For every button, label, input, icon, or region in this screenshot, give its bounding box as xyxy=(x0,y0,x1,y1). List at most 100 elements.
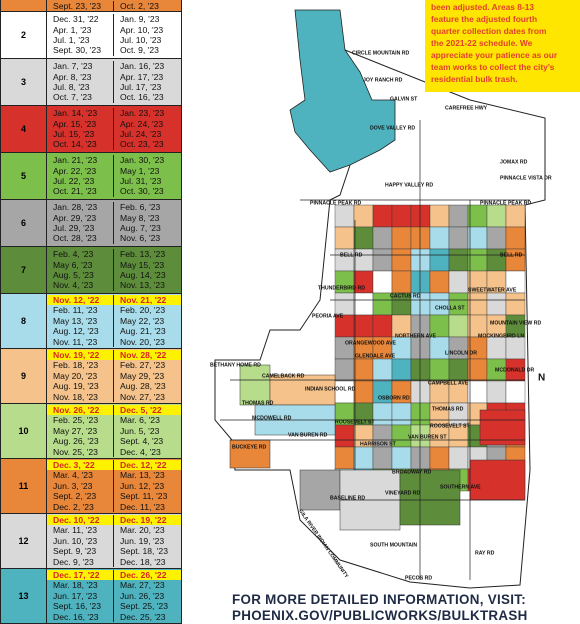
area-block xyxy=(372,270,393,294)
area-block xyxy=(372,226,393,250)
road-label: CAMPBELL AVE xyxy=(428,380,469,386)
road-label: MOCKINGBIRD LN xyxy=(478,333,524,339)
road-label: MCDONALD DR xyxy=(495,367,534,373)
collection-date: May 15, '23 xyxy=(120,259,165,270)
road-label: PINNACLE VISTA DR xyxy=(500,175,552,181)
area-block xyxy=(334,446,355,470)
date-line: Aug. 26, '23 Sept. 4, '23 xyxy=(47,436,181,447)
area-block xyxy=(448,314,469,338)
collection-date: Mar. 13, '23 xyxy=(120,470,165,481)
collection-date: Aug. 26, '23 xyxy=(47,436,114,447)
collection-date: Mar. 4, '23 xyxy=(47,470,114,481)
area-block xyxy=(391,248,412,272)
collection-date: Nov. 4, '23 xyxy=(47,280,114,291)
road-label: ROOSEVELT ST xyxy=(335,419,376,425)
date-line: Jul. 8, '23 Jul. 17, '23 xyxy=(47,82,181,93)
collection-date: Dec. 31, '22 xyxy=(47,14,114,25)
table-row: 7 Feb. 4, '23 Feb. 13, '23 May 6, '23 May 15… xyxy=(0,247,181,294)
road-label: VINEYARD RD xyxy=(385,490,421,496)
date-cell: Dec. 31, '22 Jan. 9, '23 Apr. 1, '23 Apr. 1… xyxy=(47,12,181,58)
collection-date: Oct. 7, '23 xyxy=(47,92,114,103)
area-block xyxy=(486,292,507,316)
road-label: SOUTH MOUNTAIN xyxy=(370,542,417,548)
collection-date: Aug. 21, '23 xyxy=(120,326,166,337)
road-label: CHOLLA ST xyxy=(435,305,465,311)
collection-date: Mar. 6, '23 xyxy=(120,415,160,426)
date-line: Apr. 1, '23 Apr. 10, '23 xyxy=(47,24,181,35)
area-block xyxy=(334,292,355,316)
date-cell: Nov. 26, '22 Dec. 5, '22 Feb. 25, '23 Mar. … xyxy=(47,404,181,458)
road-label: VAN BUREN ST xyxy=(408,434,447,440)
area-block xyxy=(399,469,461,526)
date-line: Aug. 19, '23 Aug. 28, '23 xyxy=(47,381,181,392)
collection-date: Oct. 2, '23 xyxy=(120,0,159,11)
road-label: ORANGEWOOD AVE xyxy=(345,340,397,346)
area-block xyxy=(410,336,431,360)
collection-date: Oct. 9, '23 xyxy=(120,45,159,56)
date-line: Dec. 9, '23 Dec. 18, '23 xyxy=(47,556,181,568)
date-line: Jan. 21, '23 Jan. 30, '23 xyxy=(47,155,181,166)
area-block xyxy=(448,248,469,272)
collection-date: Mar. 27, '23 xyxy=(120,580,165,591)
area-block xyxy=(505,380,526,404)
collection-date: Sept. 25, '23 xyxy=(120,601,168,612)
date-line: Sept. 2, '23 Sept. 11, '23 xyxy=(47,491,181,502)
area-block xyxy=(448,292,469,316)
collection-date: Nov. 12, '22 xyxy=(47,294,114,306)
collection-date: Feb. 20, '23 xyxy=(120,305,166,316)
date-line: Feb. 11, '23 Feb. 20, '23 xyxy=(47,305,181,316)
area-block xyxy=(353,358,374,382)
area-block xyxy=(410,358,431,382)
area-number: 8 xyxy=(0,294,47,348)
collection-date: Aug. 14, '23 xyxy=(120,270,166,280)
area-block xyxy=(410,226,431,250)
area-block xyxy=(353,380,374,404)
road-label: BUCKEYE RD xyxy=(232,444,267,450)
area-block xyxy=(353,292,374,316)
date-line: Dec. 16, '23 Dec. 25, '23 xyxy=(47,611,181,623)
notice-line: been adjusted. Areas 8-13 xyxy=(431,2,535,12)
date-line: Jul. 1, '23 Jul. 10, '23 xyxy=(47,35,181,46)
footer-line: FOR MORE DETAILED INFORMATION, VISIT: xyxy=(232,592,527,607)
table-row: 2 Dec. 31, '22 Jan. 9, '23 Apr. 1, '23 Apr. … xyxy=(0,12,181,59)
collection-date: Dec. 3, '22 xyxy=(47,459,114,471)
collection-date: Apr. 24, '23 xyxy=(120,118,164,129)
collection-date: Nov. 6, '23 xyxy=(120,233,161,244)
collection-date: Nov. 18, '23 xyxy=(47,391,114,403)
road-label: CAREFREE HWY xyxy=(445,105,488,111)
collection-date: Dec. 12, '22 xyxy=(120,459,167,470)
area-block xyxy=(505,204,526,228)
table-row: 12 Dec. 10, '22 Dec. 19, '22 Mar. 11, '23 Ma… xyxy=(0,514,181,569)
road-label: PEORIA AVE xyxy=(312,313,344,319)
date-line: Oct. 14, '23 Oct. 23, '23 xyxy=(47,139,181,150)
area-block xyxy=(391,226,412,250)
collection-date: Feb. 4, '23 xyxy=(47,249,114,260)
date-line: Nov. 26, '22 Dec. 5, '22 xyxy=(47,404,181,416)
date-line: May 13, '23 May 22, '23 xyxy=(47,315,181,327)
area-number: 7 xyxy=(0,247,47,293)
collection-date: Nov. 13, '23 xyxy=(120,280,165,291)
area-number: 10 xyxy=(0,404,47,458)
area-block xyxy=(429,226,450,250)
collection-date: Jul. 15, '23 xyxy=(47,129,114,140)
area-block xyxy=(299,469,341,511)
area-number: 9 xyxy=(0,349,47,403)
road-label: PINNACLE PEAK RD xyxy=(480,200,532,206)
date-line: Oct. 28, '23 Nov. 6, '23 xyxy=(47,233,181,244)
road-label: BROADWAY RD xyxy=(392,469,431,475)
collection-date: Sept. 30, '23 xyxy=(47,45,114,56)
road-label: JOMAX RD xyxy=(500,159,528,165)
collection-date: Feb. 18, '23 xyxy=(47,360,114,371)
collection-date: May 20, '23 xyxy=(47,370,114,382)
collection-date: Dec. 11, '23 xyxy=(120,501,165,512)
collection-date: Aug. 28, '23 xyxy=(120,381,166,392)
area-number: 11 xyxy=(0,459,47,513)
road-label: THOMAS RD xyxy=(242,400,274,406)
collection-date: Feb. 27, '23 xyxy=(120,360,166,371)
collection-date: Nov. 21, '22 xyxy=(120,294,167,305)
collection-date: Oct. 16, '23 xyxy=(120,92,164,103)
area-block xyxy=(469,459,526,501)
date-line: Dec. 10, '22 Dec. 19, '22 xyxy=(47,514,181,526)
area-block xyxy=(486,380,507,404)
collection-date: Sept. 2, '23 xyxy=(47,491,114,502)
